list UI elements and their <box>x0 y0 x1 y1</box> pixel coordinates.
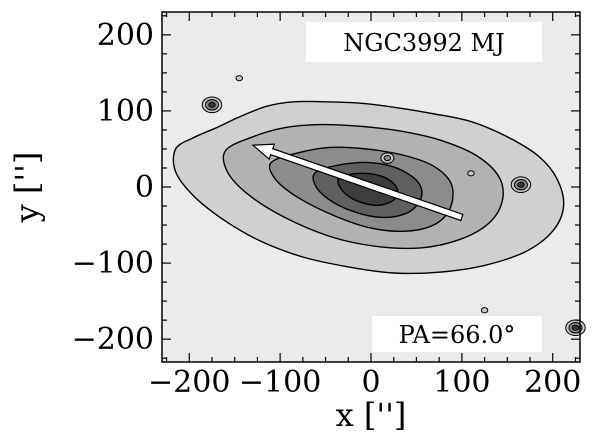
x-tick-label: −100 <box>239 365 321 400</box>
point-source-5-ring-1 <box>235 75 243 82</box>
x-tick-label: 100 <box>433 365 490 400</box>
axis-ticks <box>162 12 580 362</box>
x-axis-label: x [''] <box>336 396 407 433</box>
y-tick-label: −200 <box>72 322 154 357</box>
point-source-2-ring-3 <box>517 181 525 188</box>
x-tick-label: 0 <box>361 365 380 400</box>
galaxy-name-label: NGC3992 MJ <box>343 29 504 57</box>
point-source-7-ring-1 <box>467 170 475 177</box>
point-source-3-ring-2 <box>383 154 392 162</box>
axis-tick-labels: −200 −100 0 100 200 −200 −100 0 100 200 <box>72 18 582 400</box>
y-tick-label: 200 <box>97 18 154 53</box>
x-tick-label: −200 <box>148 365 230 400</box>
point-source-4-ring-3 <box>571 324 580 331</box>
galaxy-name-box <box>306 22 542 62</box>
pa-label-box <box>372 316 542 352</box>
point-source-6-ring-1 <box>480 307 489 314</box>
point-source-1-ring-3 <box>208 101 216 108</box>
x-tick-label: 200 <box>524 365 581 400</box>
y-tick-label: 100 <box>97 94 154 129</box>
y-tick-label: −100 <box>72 246 154 281</box>
pa-arrow <box>251 143 464 222</box>
pa-label: PA=66.0° <box>399 321 516 349</box>
pa-arrow-shape <box>251 143 464 222</box>
y-tick-label: 0 <box>135 170 154 205</box>
y-axis-label: y [''] <box>8 152 46 224</box>
